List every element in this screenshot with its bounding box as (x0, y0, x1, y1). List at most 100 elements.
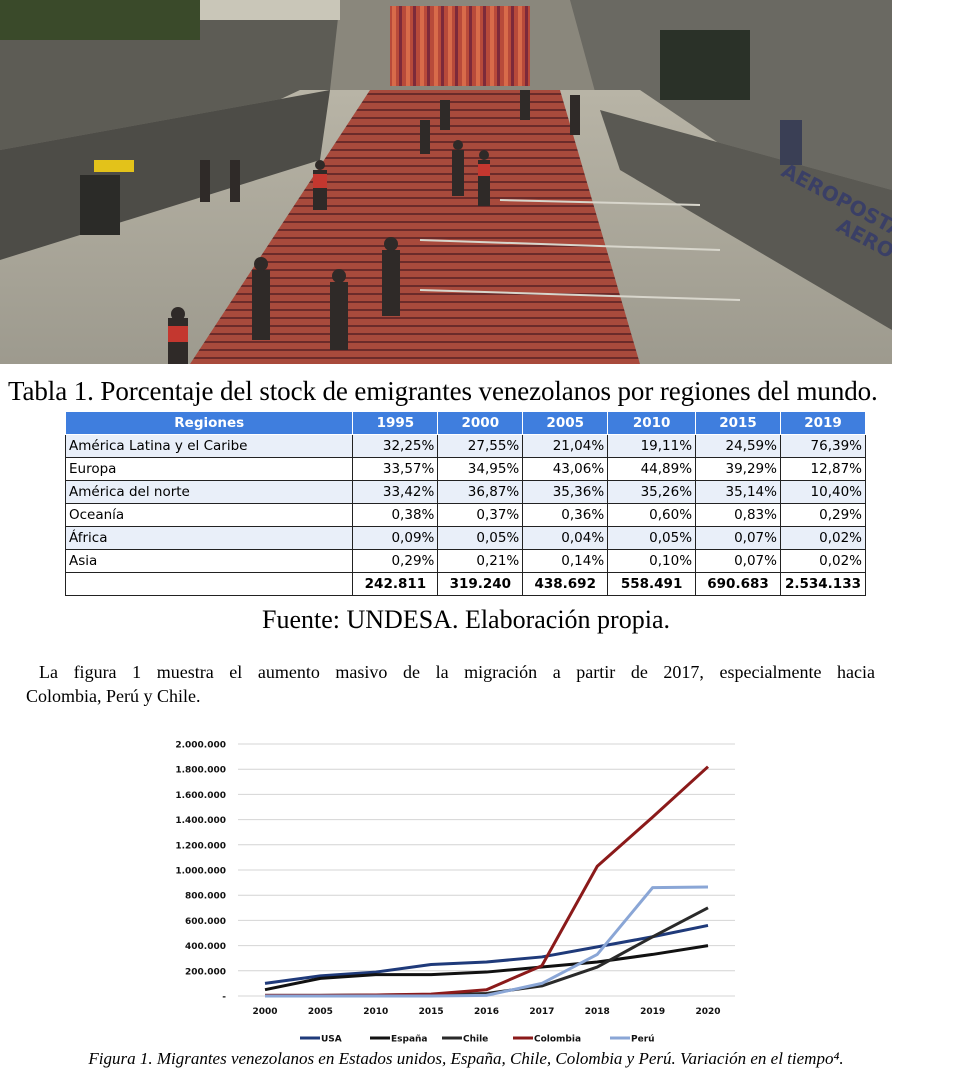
table-source: Fuente: UNDESA. Elaboración propia. (0, 605, 932, 635)
y-tick-label: 800.000 (185, 892, 226, 902)
table-row: Asia 0,29% 0,21% 0,14% 0,10% 0,07% 0,02% (66, 550, 866, 573)
total-cell: 690.683 (696, 573, 781, 596)
y-tick-label: 2.000.000 (175, 741, 226, 751)
percentage-cell: 35,36% (523, 481, 608, 504)
series-line-españa (265, 946, 708, 990)
x-tick-label: 2016 (474, 1007, 499, 1017)
y-tick-label: 600.000 (185, 917, 226, 927)
percentage-cell: 76,39% (780, 435, 865, 458)
x-tick-label: 2020 (695, 1007, 720, 1017)
header-year: 2015 (696, 412, 781, 435)
region-cell: Europa (66, 458, 353, 481)
percentage-cell: 0,07% (696, 527, 781, 550)
percentage-cell: 0,02% (780, 527, 865, 550)
percentage-cell: 44,89% (608, 458, 696, 481)
percentage-cell: 35,26% (608, 481, 696, 504)
x-tick-label: 2005 (308, 1007, 333, 1017)
header-year: 2010 (608, 412, 696, 435)
total-cell: 242.811 (353, 573, 438, 596)
percentage-cell: 27,55% (438, 435, 523, 458)
percentage-cell: 0,83% (696, 504, 781, 527)
percentage-cell: 0,04% (523, 527, 608, 550)
emigrant-stock-table: Regiones 1995 2000 2005 2010 2015 2019 América… (65, 411, 866, 596)
totals-row: 242.811 319.240 438.692 558.491 690.683 2.534… (66, 573, 866, 596)
total-cell: 438.692 (523, 573, 608, 596)
x-tick-label: 2019 (640, 1007, 665, 1017)
y-tick-label: - (222, 993, 226, 1003)
percentage-cell: 0,07% (696, 550, 781, 573)
y-tick-label: 400.000 (185, 942, 226, 952)
percentage-cell: 0,38% (353, 504, 438, 527)
percentage-cell: 39,29% (696, 458, 781, 481)
percentage-cell: 33,57% (353, 458, 438, 481)
percentage-cell: 12,87% (780, 458, 865, 481)
percentage-cell: 0,29% (780, 504, 865, 527)
header-regiones: Regiones (66, 412, 353, 435)
percentage-cell: 33,42% (353, 481, 438, 504)
y-tick-label: 200.000 (185, 967, 226, 977)
header-year: 2000 (438, 412, 523, 435)
percentage-cell: 0,02% (780, 550, 865, 573)
percentage-cell: 35,14% (696, 481, 781, 504)
header-year: 1995 (353, 412, 438, 435)
region-cell: Asia (66, 550, 353, 573)
airport-terminal-photo-icon: AEROPOSTAL AERO (0, 0, 892, 364)
chart-svg: - 200.000 400.000 600.000 800.000 1.000.000 1.… (160, 728, 760, 1050)
percentage-cell: 34,95% (438, 458, 523, 481)
x-tick-label: 2000 (252, 1007, 277, 1017)
percentage-cell: 0,14% (523, 550, 608, 573)
header-year: 2019 (780, 412, 865, 435)
percentage-cell: 0,37% (438, 504, 523, 527)
paragraph-line-1: La figura 1 muestra el aumento masivo de… (26, 660, 875, 684)
migrants-line-chart: - 200.000 400.000 600.000 800.000 1.000.000 1.… (160, 728, 760, 1055)
table-header-row: Regiones 1995 2000 2005 2010 2015 2019 (66, 412, 866, 435)
percentage-cell: 43,06% (523, 458, 608, 481)
table-row: América del norte 33,42% 36,87% 35,36% 35,26… (66, 481, 866, 504)
table-title: Tabla 1. Porcentaje del stock de emigran… (8, 376, 948, 407)
total-cell: 558.491 (608, 573, 696, 596)
header-year: 2005 (523, 412, 608, 435)
percentage-cell: 0,21% (438, 550, 523, 573)
body-paragraph: La figura 1 muestra el aumento masivo de… (26, 660, 875, 708)
region-cell: África (66, 527, 353, 550)
total-cell: 319.240 (438, 573, 523, 596)
x-tick-label: 2010 (363, 1007, 388, 1017)
x-tick-label: 2015 (419, 1007, 444, 1017)
percentage-cell: 0,29% (353, 550, 438, 573)
percentage-cell: 10,40% (780, 481, 865, 504)
percentage-cell: 36,87% (438, 481, 523, 504)
percentage-cell: 0,09% (353, 527, 438, 550)
legend-label: Colombia (534, 1035, 581, 1045)
total-cell: 2.534.133 (780, 573, 865, 596)
percentage-cell: 0,10% (608, 550, 696, 573)
legend-label: USA (321, 1035, 342, 1045)
percentage-cell: 19,11% (608, 435, 696, 458)
table-row: África 0,09% 0,05% 0,04% 0,05% 0,07% 0,02% (66, 527, 866, 550)
y-tick-label: 1.400.000 (175, 816, 226, 826)
y-tick-label: 1.200.000 (175, 841, 226, 851)
table-row: Oceanía 0,38% 0,37% 0,36% 0,60% 0,83% 0,29% (66, 504, 866, 527)
percentage-cell: 0,05% (608, 527, 696, 550)
region-cell: Oceanía (66, 504, 353, 527)
series-line-chile (265, 908, 708, 996)
y-tick-label: 1.800.000 (175, 766, 226, 776)
percentage-cell: 0,60% (608, 504, 696, 527)
percentage-cell: 21,04% (523, 435, 608, 458)
region-cell: América del norte (66, 481, 353, 504)
percentage-cell: 0,05% (438, 527, 523, 550)
paragraph-line-2: Colombia, Perú y Chile. (26, 684, 875, 708)
region-cell: América Latina y el Caribe (66, 435, 353, 458)
x-tick-label: 2018 (585, 1007, 610, 1017)
totals-label-cell (66, 573, 353, 596)
x-tick-label: 2017 (529, 1007, 554, 1017)
table-row: Europa 33,57% 34,95% 43,06% 44,89% 39,29% 12,8… (66, 458, 866, 481)
percentage-cell: 32,25% (353, 435, 438, 458)
legend-label: Chile (463, 1035, 488, 1045)
airport-terminal-photo: AEROPOSTAL AERO (0, 0, 892, 364)
y-tick-label: 1.000.000 (175, 867, 226, 877)
legend-label: España (391, 1035, 428, 1045)
legend-label: Perú (631, 1035, 655, 1045)
percentage-cell: 24,59% (696, 435, 781, 458)
y-tick-label: 1.600.000 (175, 791, 226, 801)
figure-caption: Figura 1. Migrantes venezolanos en Estad… (0, 1049, 932, 1069)
